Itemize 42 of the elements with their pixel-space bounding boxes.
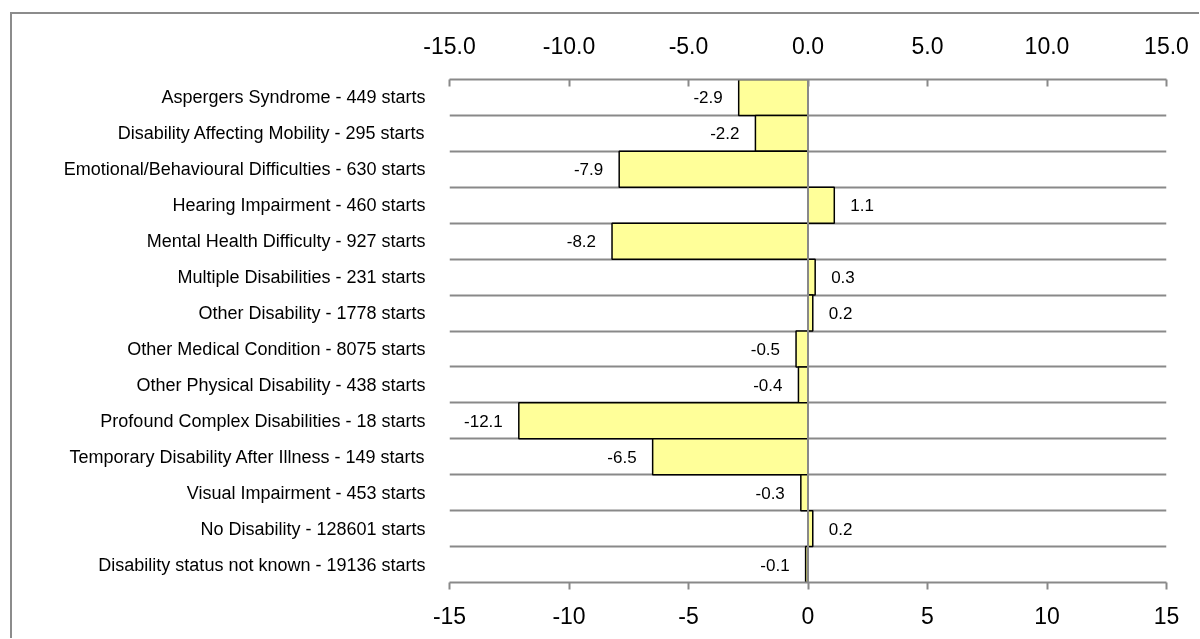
- y-tick-label: Temporary Disability After Illness - 149 starts: [69, 446, 425, 467]
- y-tick-label: Other Disability - 1778 starts: [198, 303, 426, 324]
- y-tick-label: Other Physical Disability - 438 starts: [136, 374, 426, 395]
- y-tick-label: Multiple Disabilities - 231 starts: [177, 267, 426, 288]
- y-tick-label: Visual Impairment - 453 starts: [186, 482, 426, 503]
- y-tick-label: Emotional/Behavioural Difficulties - 630 starts: [63, 159, 426, 180]
- x-tick-label: -5: [678, 602, 699, 629]
- x-tick-label: 0: [801, 602, 815, 629]
- x2-tick-label: -15.0: [423, 32, 476, 59]
- x2-tick-label: -5.0: [668, 32, 709, 59]
- x2-tick-label: 0.0: [792, 32, 824, 59]
- y-tick-label: Profound Complex Disabilities - 18 starts: [100, 410, 426, 431]
- y-tick-label: Disability Affecting Mobility - 295 starts: [117, 123, 425, 144]
- data-label: -7.9: [573, 160, 604, 180]
- x-tick-label: 10: [1034, 602, 1060, 629]
- data-label: -6.5: [607, 447, 637, 467]
- data-label: -0.4: [753, 375, 783, 395]
- data-label: -2.9: [693, 88, 723, 108]
- y-tick-label: Disability status not known - 19136 starts: [98, 554, 426, 575]
- x2-tick-label: 10.0: [1024, 32, 1070, 59]
- x2-tick-label: 15.0: [1144, 32, 1189, 59]
- data-label: -12.1: [464, 411, 503, 431]
- y-tick-label: No Disability - 128601 starts: [200, 518, 426, 539]
- x-tick-label: -10: [552, 602, 586, 629]
- y-tick-label: Hearing Impairment - 460 starts: [172, 195, 426, 216]
- y-tick-label: Mental Health Difficulty - 927 starts: [146, 231, 426, 252]
- x-tick-label: 5: [921, 602, 934, 629]
- data-label: 0.3: [831, 268, 855, 288]
- y-tick-label: Aspergers Syndrome - 449 starts: [161, 87, 426, 108]
- data-label: -0.1: [760, 555, 790, 575]
- data-label: -0.5: [750, 339, 781, 359]
- data-label: -0.3: [755, 483, 785, 503]
- data-label: 0.2: [828, 519, 853, 539]
- x2-tick-label: -10.0: [542, 32, 596, 59]
- data-label: 1.1: [850, 196, 874, 216]
- data-label: 0.2: [828, 304, 853, 324]
- y-tick-label: Other Medical Condition - 8075 starts: [127, 338, 426, 359]
- data-label: -2.2: [710, 124, 740, 144]
- data-label: -8.2: [566, 232, 597, 252]
- x2-tick-label: 5.0: [911, 32, 944, 59]
- x-tick-label: 15: [1153, 602, 1180, 629]
- x-tick-label: -15: [432, 602, 467, 629]
